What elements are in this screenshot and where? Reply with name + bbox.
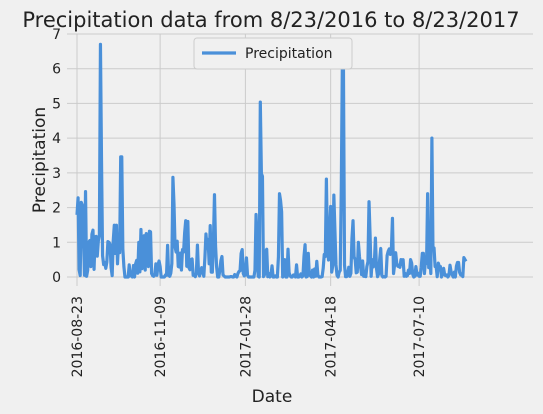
y-tick-label: 3	[52, 166, 61, 182]
x-tick-label: 2016-11-09	[153, 296, 169, 377]
y-tick-label: 6	[52, 62, 61, 78]
x-tick-label: 2017-07-10	[412, 296, 428, 377]
y-tick-label: 7	[52, 27, 61, 43]
x-axis-label: Date	[252, 387, 293, 407]
y-tick-label: 5	[52, 96, 61, 112]
y-axis-label: Precipitation	[30, 107, 50, 213]
x-tick-label: 2017-04-18	[324, 296, 340, 377]
legend-box	[193, 37, 353, 70]
plot-area	[67, 34, 533, 286]
legend-label: Precipitation	[245, 46, 333, 62]
legend: Precipitation	[193, 37, 353, 70]
chart-title: Precipitation data from 8/23/2016 to 8/2…	[22, 8, 519, 32]
precipitation-series-line	[75, 42, 468, 279]
x-tick-labels: 2016-08-23 2016-11-09 2017-01-28 2017-04-18…	[70, 296, 428, 377]
y-tick-label: 0	[52, 270, 61, 286]
y-tick-label: 4	[52, 131, 61, 147]
y-tick-label: 1	[52, 235, 61, 251]
x-tick-label: 2016-08-23	[70, 296, 86, 377]
x-tick-label: 2017-01-28	[238, 296, 254, 377]
y-tick-labels: 0 1 2 3 4 5 6 7	[52, 27, 61, 286]
y-tick-label: 2	[52, 201, 61, 217]
